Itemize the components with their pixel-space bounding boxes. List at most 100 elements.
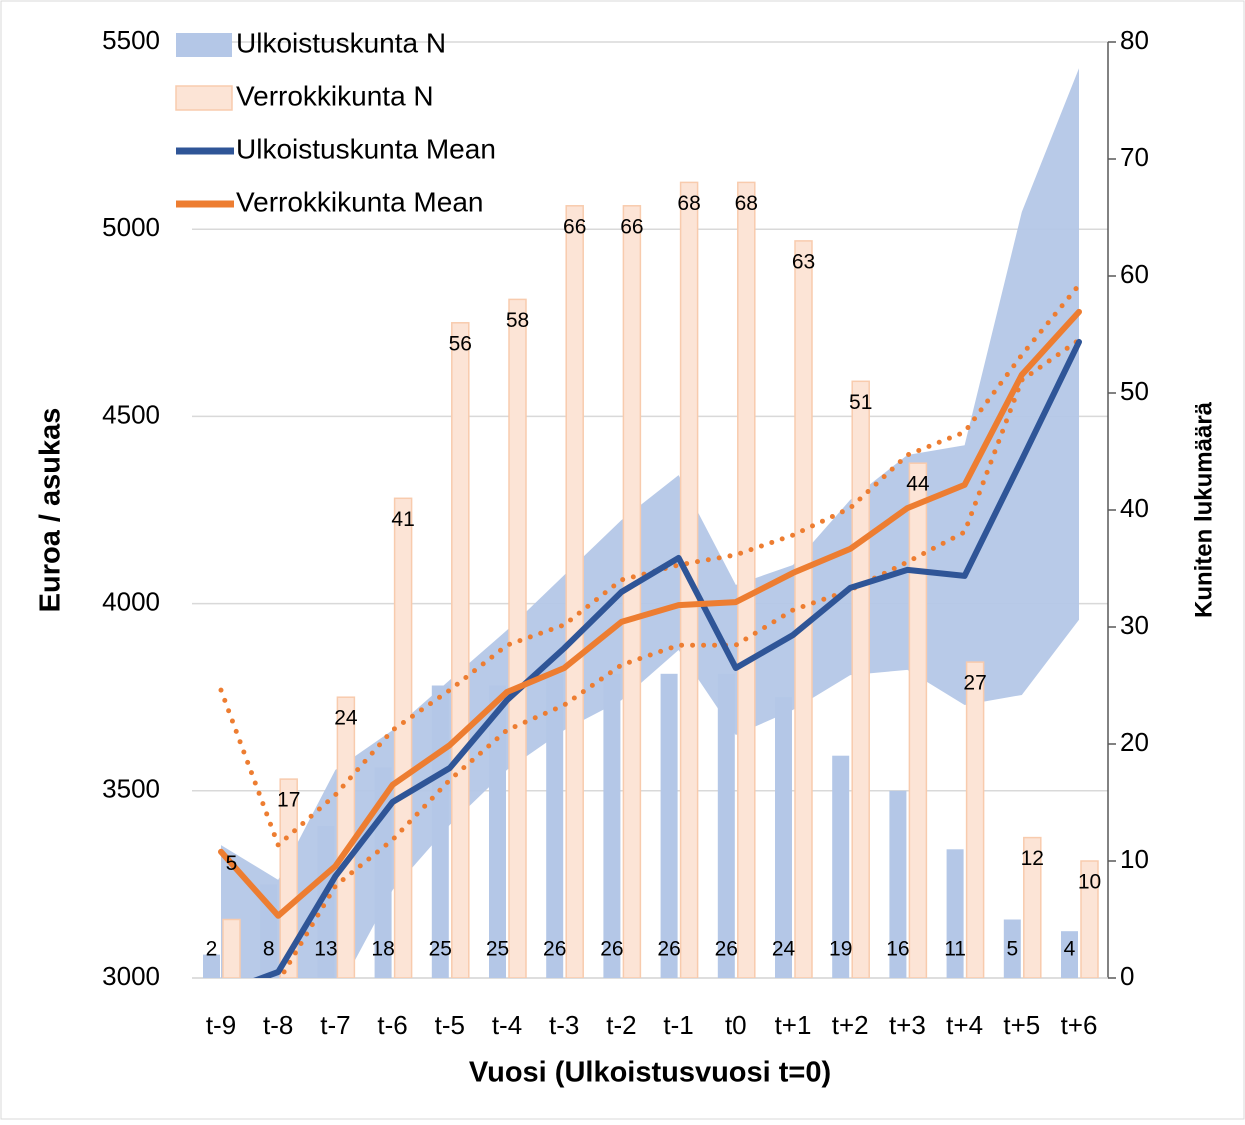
x-tick-label: t+4 — [946, 1010, 983, 1040]
line — [253, 338, 1082, 978]
bar — [946, 849, 964, 978]
legend-label: Ulkoistuskunta N — [236, 27, 446, 58]
x-tick-label: t-3 — [549, 1010, 579, 1040]
data-label: 25 — [486, 938, 509, 961]
data-label: 12 — [1021, 847, 1044, 870]
data-label: 10 — [1078, 871, 1101, 894]
data-label: 27 — [963, 672, 986, 695]
x-tick-label: t+1 — [775, 1010, 812, 1040]
data-label: 26 — [657, 938, 680, 961]
bar — [1003, 919, 1021, 978]
data-label: 24 — [772, 938, 796, 961]
data-label: 25 — [429, 938, 452, 961]
bar — [431, 685, 449, 978]
data-label: 16 — [886, 938, 909, 961]
data-label: 4 — [1064, 938, 1076, 961]
y2-tick-label: 0 — [1120, 961, 1134, 991]
x-tick-label: t+2 — [832, 1010, 869, 1040]
y-tick-label: 3000 — [102, 961, 160, 991]
y-tick-label: 4500 — [102, 399, 160, 429]
x-tick-label: t+5 — [1003, 1010, 1040, 1040]
y-tick-label: 5500 — [102, 25, 160, 55]
bar — [737, 181, 756, 978]
bar — [393, 497, 413, 978]
x-tick-label: t-7 — [320, 1010, 350, 1040]
dotted-line — [218, 282, 1082, 848]
bar — [775, 697, 792, 978]
bar — [451, 322, 470, 978]
x-tick-label: t+6 — [1061, 1010, 1098, 1040]
bar — [660, 673, 678, 978]
bar — [603, 673, 621, 978]
bar — [279, 778, 298, 978]
y2-tick-label: 80 — [1120, 25, 1149, 55]
legend-label: Ulkoistuskunta Mean — [236, 133, 496, 164]
y-tick-label: 3500 — [102, 774, 160, 804]
data-label: 24 — [334, 707, 358, 730]
bar — [203, 954, 220, 978]
data-label: 68 — [735, 192, 758, 215]
y2-axis-title: Kuniten lukumäärä — [1190, 401, 1217, 618]
y-axis-title: Euroa / asukas — [35, 408, 67, 613]
y2-tick-label: 40 — [1120, 493, 1149, 523]
bar — [508, 298, 527, 978]
bar — [717, 673, 735, 978]
data-label: 8 — [263, 938, 275, 961]
data-label: 26 — [543, 938, 566, 961]
bar — [908, 462, 928, 978]
bar — [1061, 931, 1078, 978]
legend-swatch — [176, 33, 232, 57]
bar — [889, 790, 907, 978]
dotted-line — [277, 337, 1082, 978]
data-label: 5 — [1006, 938, 1018, 961]
x-tick-label: t-2 — [606, 1010, 636, 1040]
bar — [832, 755, 850, 978]
data-label: 11 — [944, 938, 966, 961]
legend-label: Verrokkikunta Mean — [236, 186, 483, 217]
y2-tick-label: 70 — [1120, 142, 1149, 172]
x-tick-label: t-5 — [435, 1010, 465, 1040]
line — [218, 308, 1082, 919]
data-label: 13 — [314, 938, 337, 961]
x-tick-label: t-8 — [263, 1010, 293, 1040]
x-tick-label: t+3 — [889, 1010, 926, 1040]
y2-tick-label: 60 — [1120, 259, 1149, 289]
x-tick-label: t-4 — [492, 1010, 522, 1040]
y2-tick-label: 30 — [1120, 610, 1149, 640]
data-label: 19 — [829, 938, 852, 961]
legend-label: Verrokkikunta N — [236, 80, 434, 111]
data-label: 56 — [449, 332, 472, 355]
data-label: 18 — [371, 938, 394, 961]
data-label: 41 — [391, 508, 414, 531]
data-label: 26 — [600, 938, 623, 961]
y2-tick-label: 50 — [1120, 376, 1149, 406]
x-tick-label: t0 — [725, 1010, 747, 1040]
bar — [965, 661, 985, 978]
y2-tick-label: 10 — [1120, 844, 1149, 874]
grid: 3000 3500 4000 4500 5000 5500 0 10 20 30 40 50 60 70 8… — [102, 25, 1149, 1040]
data-label: 26 — [715, 938, 738, 961]
data-label: 58 — [506, 309, 529, 332]
data-label: 44 — [906, 473, 930, 496]
y-tick-label: 5000 — [102, 212, 160, 242]
data-label: 17 — [277, 789, 300, 812]
data-label: 68 — [677, 192, 700, 215]
bar — [794, 240, 813, 978]
x-tick-label: t-9 — [206, 1010, 236, 1040]
y-tick-label: 4000 — [102, 586, 160, 616]
data-label: 5 — [226, 852, 238, 875]
bar — [222, 918, 241, 978]
x-tick-label: t-1 — [663, 1010, 693, 1040]
data-label: 63 — [792, 250, 815, 273]
bar — [851, 380, 870, 978]
data-label: 51 — [849, 391, 872, 414]
data-label: 66 — [563, 215, 586, 238]
legend-swatch — [175, 85, 233, 111]
bar — [489, 685, 506, 978]
y2-tick-label: 20 — [1120, 727, 1149, 757]
bar — [1023, 836, 1042, 978]
overlay: 2 8 13 18 25 25 26 26 26 26 24 19 16 11 5 4 5 17 24 41 56 58 6… — [175, 27, 1101, 961]
bar — [565, 205, 584, 978]
data-label: 2 — [206, 938, 218, 961]
